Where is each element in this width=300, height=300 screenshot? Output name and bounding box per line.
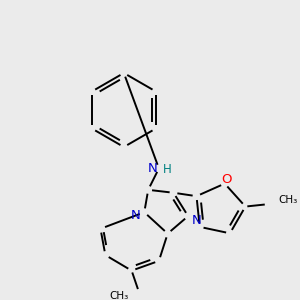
Text: CH₃: CH₃ (110, 291, 129, 300)
Text: CH₃: CH₃ (278, 195, 298, 206)
Text: N: N (148, 162, 158, 175)
Text: O: O (221, 173, 232, 186)
Text: H: H (163, 163, 172, 176)
Text: N: N (131, 208, 140, 222)
Text: N: N (192, 214, 202, 226)
